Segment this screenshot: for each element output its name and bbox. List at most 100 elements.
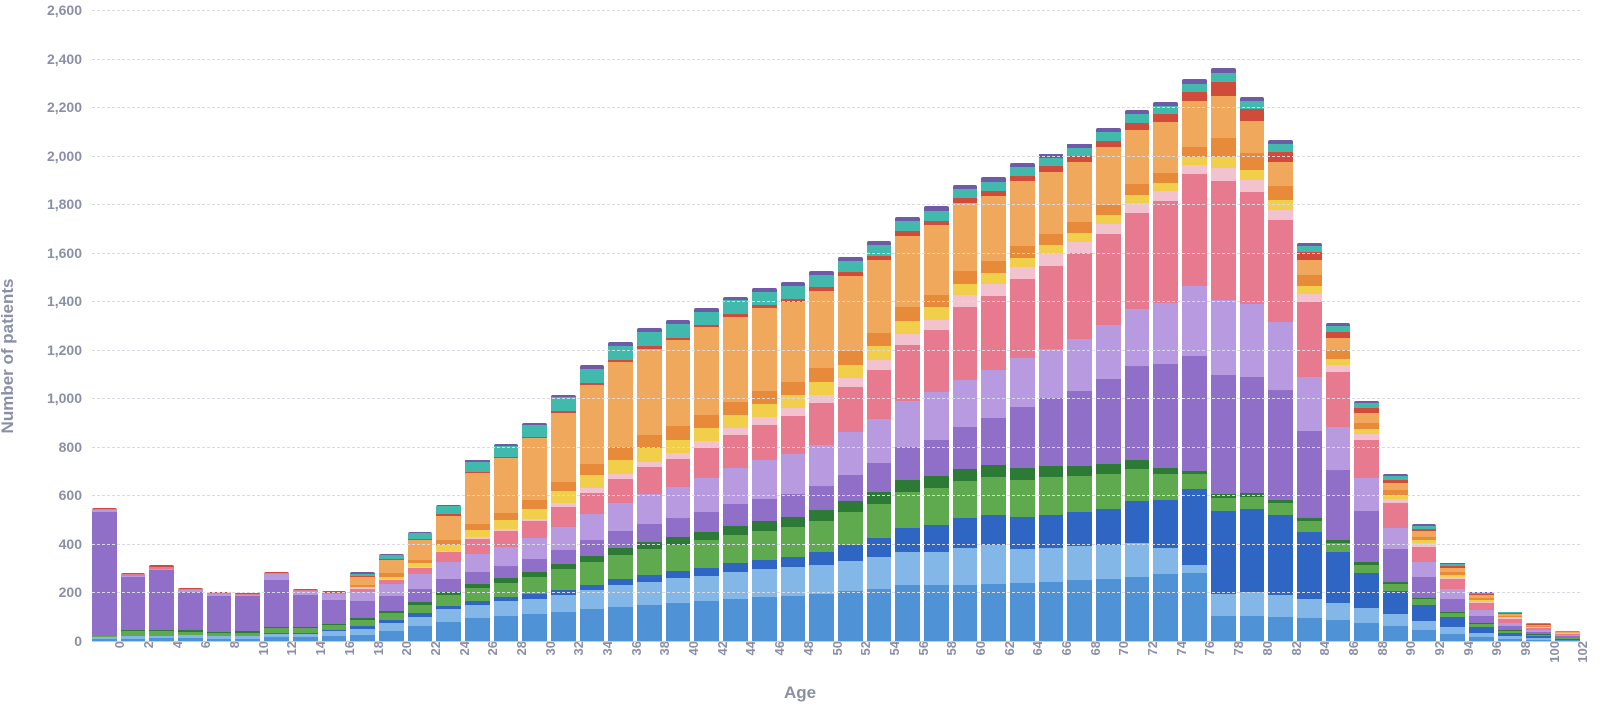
bar-segment	[752, 460, 777, 499]
stacked-bar	[1297, 243, 1322, 642]
bar-segment	[953, 203, 978, 271]
bar-segment	[953, 548, 978, 586]
bar-segment	[551, 569, 576, 590]
x-tick-label: 28	[508, 641, 529, 655]
bar-segment	[752, 560, 777, 569]
bar-slot: 54	[867, 10, 892, 641]
bar-slot: 56	[895, 10, 920, 641]
x-tick-label: 16	[336, 641, 357, 655]
bar-segment	[350, 577, 375, 584]
bar-segment	[121, 577, 146, 630]
bar-segment	[580, 475, 605, 488]
bar-segment	[1182, 565, 1207, 573]
bar-segment	[1354, 413, 1379, 423]
bar-segment	[1240, 170, 1265, 180]
bar-segment	[895, 345, 920, 401]
bar-segment	[551, 550, 576, 565]
x-tick-label: 88	[1369, 641, 1390, 655]
stacked-bar	[235, 592, 260, 641]
bar-segment	[1067, 580, 1092, 641]
bar-segment	[1153, 201, 1178, 303]
bar-segment	[1240, 109, 1265, 121]
bar-segment	[924, 392, 949, 439]
bar-segment	[723, 504, 748, 525]
stacked-bar	[92, 508, 117, 641]
grid-line	[92, 107, 1580, 108]
bar-segment	[1383, 503, 1408, 527]
bar-segment	[752, 425, 777, 460]
bar-segment	[608, 460, 633, 475]
bar-segment	[1326, 372, 1351, 428]
grid-line	[92, 495, 1580, 496]
bar-segment	[694, 415, 719, 428]
bar-segment	[1268, 220, 1293, 322]
bar-segment	[895, 528, 920, 552]
bar-slot: 78	[1211, 10, 1236, 641]
x-tick-label: 32	[565, 641, 586, 655]
bar-segment	[666, 426, 691, 439]
bar-segment	[1383, 626, 1408, 641]
bar-segment	[551, 612, 576, 641]
bar-segment	[723, 415, 748, 428]
bar-segment	[1039, 158, 1064, 166]
stacked-bar	[838, 257, 863, 641]
bar-segment	[1182, 84, 1207, 92]
bar-segment	[1268, 322, 1293, 390]
bar-segment	[781, 416, 806, 454]
bar-segment	[608, 531, 633, 548]
stacked-bar	[1469, 592, 1494, 642]
bar-segment	[867, 504, 892, 538]
bar-segment	[522, 538, 547, 559]
bar-segment	[522, 614, 547, 641]
bar-segment	[637, 605, 662, 641]
bar-segment	[1268, 503, 1293, 515]
bar-segment	[924, 320, 949, 331]
stacked-bar	[981, 177, 1006, 641]
bar-segment	[838, 378, 863, 387]
bar-slot: 60	[953, 10, 978, 641]
bar-segment	[1326, 603, 1351, 620]
grid-line	[92, 253, 1580, 254]
bar-segment	[953, 284, 978, 296]
bar-segment	[1211, 498, 1236, 511]
bar-segment	[1182, 474, 1207, 490]
x-tick-label: 76	[1196, 641, 1217, 655]
x-tick-label: 52	[852, 641, 873, 655]
bar-slot: 76	[1182, 10, 1207, 641]
bar-segment	[494, 583, 519, 598]
bar-slot: 68	[1067, 10, 1092, 641]
bar-segment	[666, 340, 691, 426]
stacked-bar	[752, 288, 777, 641]
stacked-bar	[781, 282, 806, 641]
x-tick-label: 4	[164, 641, 185, 648]
bar-segment	[637, 467, 662, 494]
bar-segment	[1297, 286, 1322, 293]
bar-segment	[1010, 258, 1035, 268]
bar-segment	[379, 613, 404, 620]
bar-segment	[694, 568, 719, 576]
x-tick-label: 80	[1254, 641, 1275, 655]
bar-segment	[580, 562, 605, 585]
bar-segment	[1067, 512, 1092, 546]
bar-slot: 14	[293, 10, 318, 641]
bar-segment	[580, 464, 605, 475]
bar-segment	[608, 555, 633, 579]
bar-segment	[752, 597, 777, 641]
bar-segment	[1010, 267, 1035, 279]
bar-segment	[1211, 594, 1236, 616]
bar-segment	[1297, 521, 1322, 532]
bar-segment	[867, 419, 892, 463]
bar-segment	[723, 468, 748, 504]
bar-slot: 90	[1383, 10, 1408, 641]
stacked-bar	[1440, 562, 1465, 641]
bar-segment	[608, 548, 633, 555]
y-tick-label: 1,800	[47, 196, 92, 212]
bar-segment	[694, 327, 719, 414]
bar-segment	[924, 585, 949, 641]
bar-segment	[1354, 440, 1379, 479]
bar-slot: 82	[1268, 10, 1293, 641]
bar-segment	[465, 605, 490, 618]
bar-segment	[666, 324, 691, 338]
bar-segment	[867, 463, 892, 492]
bar-segment	[522, 559, 547, 572]
